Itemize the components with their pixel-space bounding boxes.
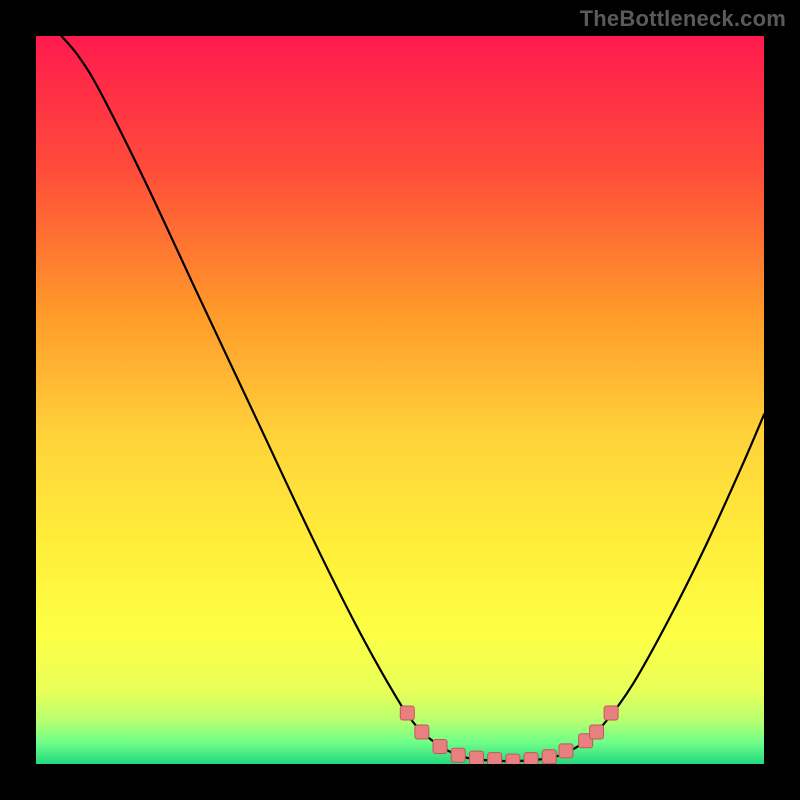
- marker: [524, 753, 538, 764]
- marker: [433, 740, 447, 754]
- marker: [559, 744, 573, 758]
- marker: [590, 725, 604, 739]
- marker: [451, 748, 465, 762]
- marker: [469, 751, 483, 764]
- marker: [400, 706, 414, 720]
- plot-area: [36, 36, 764, 764]
- marker: [415, 725, 429, 739]
- performance-curve: [61, 36, 764, 761]
- marker: [488, 753, 502, 764]
- chart-container: TheBottleneck.com: [0, 0, 800, 800]
- watermark-text: TheBottleneck.com: [580, 6, 786, 32]
- optimal-range-markers: [400, 706, 618, 764]
- curve-layer: [36, 36, 764, 764]
- marker: [542, 750, 556, 764]
- marker: [506, 754, 520, 764]
- marker: [604, 706, 618, 720]
